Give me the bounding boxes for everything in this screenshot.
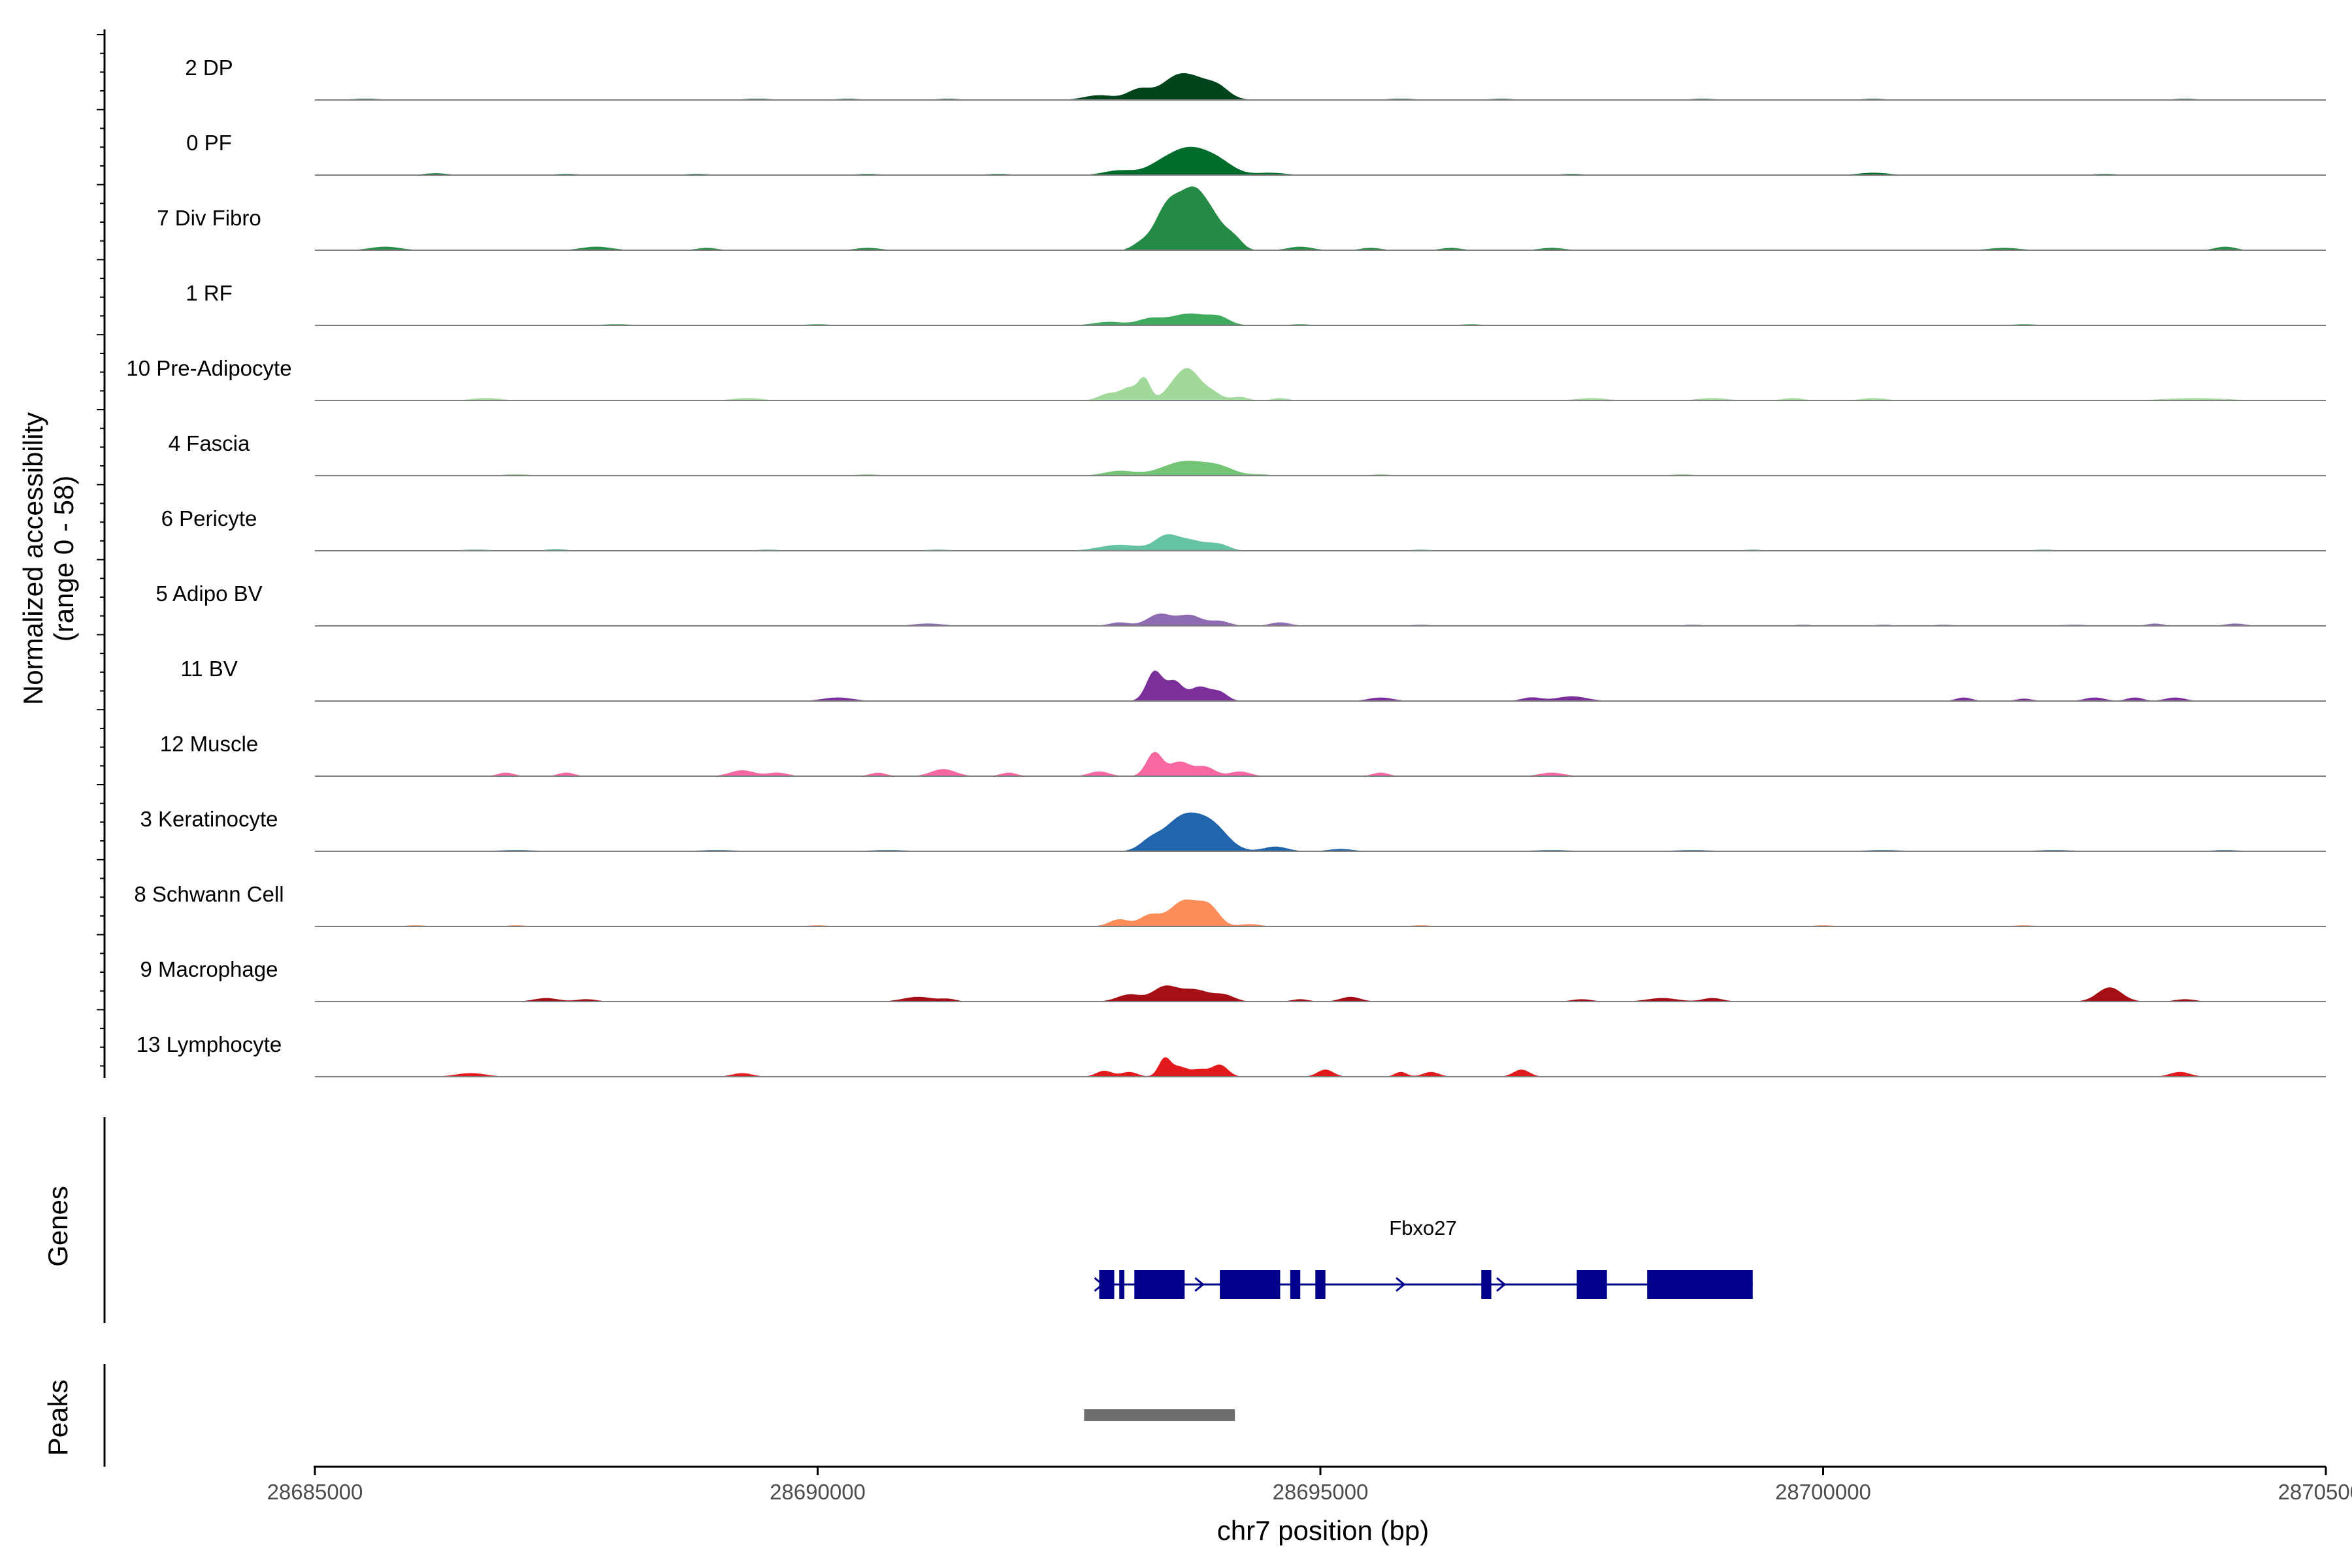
- x-tick-label: 28690000: [770, 1480, 866, 1504]
- x-axis-title: chr7 position (bp): [1217, 1515, 1429, 1546]
- coverage-track: 11 BV: [180, 657, 2326, 702]
- coverage-tracks: 2 DP 0 PF 7 Div Fibro 1 RF 10 Pre-Adipocyte 4…: [126, 56, 2326, 1077]
- gene-label: Fbxo27: [1389, 1217, 1456, 1239]
- peaks-track-title: Peaks: [42, 1380, 73, 1456]
- gene-exon: [1220, 1270, 1281, 1299]
- y-axis-title-range: (range 0 - 58): [48, 476, 79, 642]
- coverage-track: 3 Keratinocyte: [140, 807, 2326, 852]
- track-label: 3 Keratinocyte: [140, 807, 278, 831]
- track-label: 11 BV: [180, 657, 237, 681]
- gene-exon: [1134, 1270, 1185, 1299]
- gene-strand-arrow: [1194, 1277, 1205, 1292]
- genes-track-title: Genes: [42, 1186, 73, 1267]
- gene-strand-arrow: [1496, 1277, 1507, 1292]
- track-label: 4 Fascia: [169, 431, 250, 455]
- gene-exon: [1576, 1270, 1607, 1299]
- coverage-area: [315, 899, 2326, 926]
- coverage-area: [315, 368, 2326, 400]
- gene-exon: [1099, 1270, 1115, 1299]
- coverage-track: 6 Pericyte: [161, 506, 2326, 551]
- peak-region: [1084, 1409, 1235, 1421]
- track-label: 7 Div Fibro: [157, 206, 261, 230]
- coverage-track: 12 Muscle: [160, 732, 2326, 777]
- track-label: 9 Macrophage: [140, 957, 278, 981]
- gene-strand-arrow: [1396, 1277, 1406, 1292]
- coverage-area: [315, 534, 2326, 551]
- coverage-area: [315, 613, 2326, 626]
- track-label: 1 RF: [186, 281, 233, 305]
- track-label: 6 Pericyte: [161, 506, 257, 531]
- track-label: 10 Pre-Adipocyte: [126, 356, 291, 380]
- coverage-area: [315, 73, 2326, 100]
- genes-track: [103, 1117, 1753, 1323]
- track-label: 13 Lymphocyte: [137, 1032, 282, 1056]
- y-axis-title: Normalized accessibility: [18, 412, 48, 705]
- gene-exon: [1481, 1270, 1492, 1299]
- coverage-area: [315, 313, 2326, 325]
- coverage-area: [315, 751, 2326, 776]
- x-tick-label: 28700000: [1775, 1480, 1871, 1504]
- coverage-area: [315, 985, 2326, 1002]
- track-label: 2 DP: [185, 56, 233, 80]
- coverage-area: [315, 1057, 2326, 1077]
- gene-strand-arrow: [1094, 1277, 1104, 1292]
- y-axis: [97, 29, 106, 1078]
- coverage-track: 5 Adipo BV: [155, 581, 2326, 627]
- peaks-track: [103, 1364, 1235, 1467]
- coverage-area: [315, 146, 2326, 175]
- track-label: 0 PF: [186, 131, 232, 155]
- coverage-area: [315, 186, 2326, 250]
- coverage-track: 7 Div Fibro: [157, 186, 2326, 251]
- coverage-track: 10 Pre-Adipocyte: [126, 356, 2326, 401]
- track-label: 5 Adipo BV: [155, 581, 262, 606]
- x-tick-label: 28705000: [2278, 1480, 2352, 1504]
- track-label: 12 Muscle: [160, 732, 258, 756]
- coverage-track: 9 Macrophage: [140, 957, 2326, 1002]
- coverage-track: 13 Lymphocyte: [137, 1032, 2326, 1077]
- x-tick-label: 28685000: [267, 1480, 363, 1504]
- track-label: 8 Schwann Cell: [134, 882, 284, 906]
- gene-exon: [1647, 1270, 1753, 1299]
- coverage-track: 8 Schwann Cell: [134, 882, 2326, 927]
- coverage-track: 0 PF: [186, 131, 2326, 176]
- coverage-area: [315, 670, 2326, 701]
- x-tick-label: 28695000: [1273, 1480, 1369, 1504]
- x-axis: 28685000 28690000 28695000 28700000 28705000: [267, 1465, 2352, 1504]
- coverage-track: 1 RF: [186, 281, 2326, 326]
- coverage-track: 2 DP: [185, 56, 2326, 101]
- gene-exon: [1290, 1270, 1301, 1299]
- coverage-area: [315, 812, 2326, 851]
- gene-exon: [1315, 1270, 1326, 1299]
- coverage-area: [315, 461, 2326, 476]
- coverage-track: 4 Fascia: [169, 431, 2326, 476]
- gene-exon: [1119, 1270, 1124, 1299]
